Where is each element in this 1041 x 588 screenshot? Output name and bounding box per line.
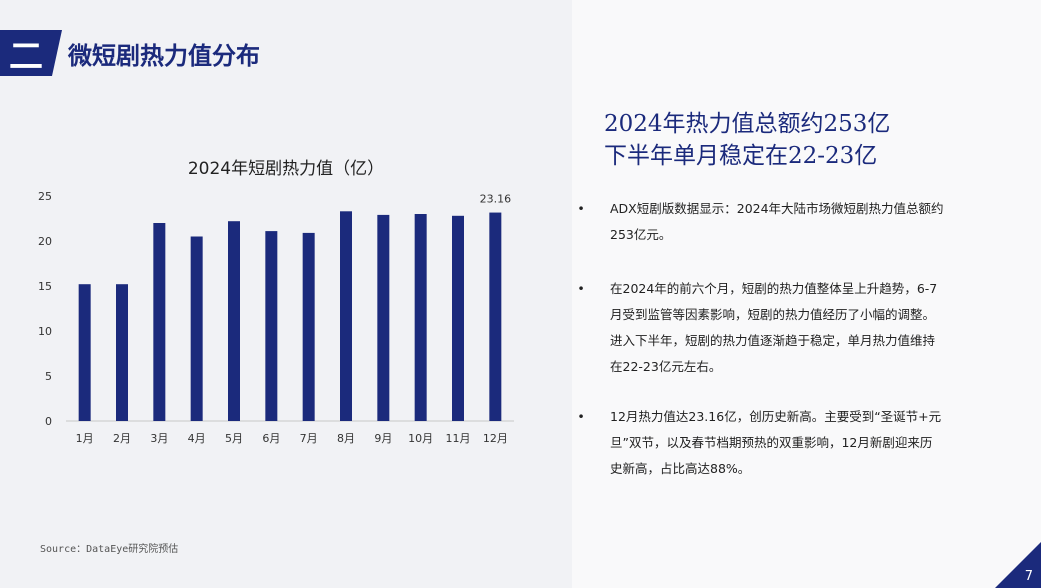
x-tick-label: 4月	[188, 432, 206, 445]
bar	[489, 212, 502, 421]
bullet-line: 月受到监管等因素影响，短剧的热力值经历了小幅的调整。	[610, 307, 936, 322]
x-tick-label: 2月	[113, 432, 131, 445]
bar	[377, 214, 390, 421]
bullet-item: • ADX短剧版数据显示：2024年大陆市场微短剧热力值总额约 253亿元。	[576, 196, 944, 248]
x-tick-label: 10月	[408, 432, 433, 445]
y-tick-label: 5	[45, 370, 52, 383]
y-tick-label: 20	[38, 235, 52, 248]
chart-title: 2024年短剧热力值（亿）	[187, 159, 385, 179]
page-number: 7	[1024, 569, 1033, 584]
bullet-line: 史新高，占比高达88%。	[610, 461, 751, 476]
page-title: 微短剧热力值分布	[68, 42, 260, 70]
headline-line-2: 下半年单月稳定在22-23亿	[604, 143, 878, 169]
bullet-line: ADX短剧版数据显示：2024年大陆市场微短剧热力值总额约	[610, 201, 944, 216]
bar	[414, 214, 427, 421]
bar	[340, 211, 352, 421]
bar	[452, 215, 464, 421]
x-tick-label: 5月	[225, 432, 243, 445]
bullet-line: 12月热力值达23.16亿，创历史新高。主要受到“圣诞节+元	[610, 409, 942, 424]
x-tick-label: 3月	[150, 432, 168, 445]
bar-chart: 0 5 10 15 20 25 1月 2月 3月 4月 5月 6月 7月 8月 9月 10月 11月 12月 23.…	[38, 190, 514, 445]
headline-line-1: 2024年热力值总额约253亿	[604, 111, 891, 137]
bar	[153, 223, 166, 421]
x-tick-label: 12月	[483, 432, 508, 445]
bar	[78, 284, 91, 421]
page-number-corner	[995, 542, 1041, 588]
y-tick-label: 15	[38, 280, 52, 293]
y-tick-label: 25	[38, 190, 52, 203]
bullet-dot: •	[577, 409, 585, 424]
bullet-item: • 12月热力值达23.16亿，创历史新高。主要受到“圣诞节+元 旦”双节，以及…	[576, 404, 941, 482]
bullet-line: 在22-23亿元左右。	[610, 359, 722, 374]
bar	[302, 232, 315, 421]
bullet-line: 旦”双节，以及春节档期预热的双重影响，12月新剧迎来历	[610, 435, 933, 450]
bar	[116, 284, 128, 421]
bullet-line: 进入下半年，短剧的热力值逐渐趋于稳定，单月热力值维持	[610, 333, 936, 348]
data-label: 23.16	[480, 193, 512, 206]
y-tick-label: 0	[45, 415, 52, 428]
bullet-dot: •	[577, 281, 585, 296]
section-number-badge: 二	[0, 30, 62, 77]
x-tick-label: 6月	[262, 432, 280, 445]
x-tick-label: 8月	[337, 432, 355, 445]
bar	[228, 221, 240, 421]
headline: 2024年热力值总额约253亿 下半年单月稳定在22-23亿	[604, 108, 890, 172]
bullet-line: 253亿元。	[610, 227, 672, 242]
bullet-line: 在2024年的前六个月，短剧的热力值整体呈上升趋势，6-7	[610, 281, 938, 296]
source-note: Source：DataEye研究院预估	[40, 544, 179, 555]
text-panel	[572, 0, 1041, 588]
bullet-dot: •	[577, 201, 585, 216]
bullet-item: • 在2024年的前六个月，短剧的热力值整体呈上升趋势，6-7 月受到监管等因素…	[576, 276, 937, 380]
bar	[265, 231, 278, 421]
y-tick-label: 10	[38, 325, 52, 338]
x-tick-label: 1月	[76, 432, 94, 445]
chart-panel	[0, 0, 572, 588]
bar	[190, 236, 203, 421]
x-tick-label: 9月	[374, 432, 392, 445]
x-tick-label: 7月	[300, 432, 318, 445]
x-tick-label: 11月	[446, 432, 471, 445]
